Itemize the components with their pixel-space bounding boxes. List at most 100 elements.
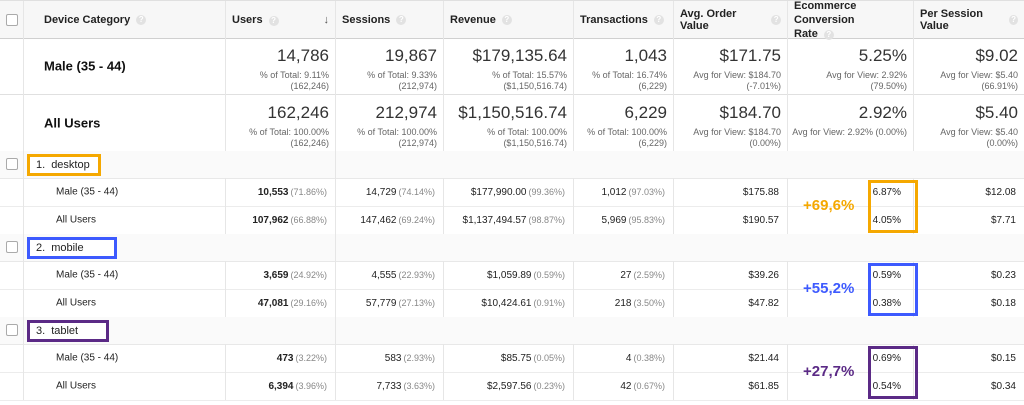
segment-revenue-cell: $179,135.64 % of Total: 15.57% ($1,150,5… xyxy=(444,37,574,94)
header-device-category[interactable]: Device Category ? xyxy=(24,1,226,38)
aov-cell: $175.88 xyxy=(674,178,788,206)
table-row: All Users 6,394 (3.96%) 7,733 (3.63%) $2,597.… xyxy=(0,372,1024,401)
help-icon[interactable]: ? xyxy=(268,15,279,26)
empty-cell xyxy=(0,94,24,151)
aov-value: $190.57 xyxy=(742,214,779,226)
group-label-cell: 1. desktop xyxy=(24,151,336,178)
segment-users-value: 14,786 xyxy=(277,46,329,65)
revenue-cell: $177,990.00 (99.36%) xyxy=(444,178,574,206)
device-group-label[interactable]: 3. tablet xyxy=(27,320,109,342)
segment-revenue-sub: % of Total: 15.57% xyxy=(492,70,567,80)
header-per-session-value[interactable]: Per Session Value? xyxy=(914,1,1024,38)
help-icon[interactable]: ? xyxy=(1009,14,1018,25)
header-revenue[interactable]: Revenue? xyxy=(444,1,574,38)
segment-aov-sub: Avg for View: $184.70 xyxy=(693,127,781,137)
aov-cell: $190.57 xyxy=(674,206,788,234)
segment-revenue-value: $1,150,516.74 xyxy=(458,103,567,122)
header-select-cell xyxy=(0,1,24,38)
revenue-cell: $1,137,494.57 (98.87%) xyxy=(444,206,574,234)
transactions-cell: 5,969 (95.83%) xyxy=(574,206,674,234)
row-label: Male (35 - 44) xyxy=(56,186,119,198)
help-icon[interactable]: ? xyxy=(771,14,781,25)
transactions-cell: 42 (0.67%) xyxy=(574,372,674,400)
row-checkbox[interactable] xyxy=(6,241,18,253)
users-cell: 3,659 (24.92%) xyxy=(226,261,336,289)
users-cell: 107,962 (66.88%) xyxy=(226,206,336,234)
empty-cell xyxy=(0,37,24,94)
psv-value: $0.18 xyxy=(990,297,1016,309)
conversion-rate-highlight xyxy=(868,346,918,399)
table-header: Device Category ? Users? ↓ Sessions? Rev… xyxy=(0,0,1024,40)
segment-transactions-cell: 1,043 % of Total: 16.74% (6,229) xyxy=(574,37,674,94)
aov-value: $61.85 xyxy=(748,380,779,392)
segment-users-sub2: (162,246) xyxy=(290,81,329,91)
segment-label: Male (35 - 44) xyxy=(44,58,126,73)
empty-cell xyxy=(0,344,24,372)
row-checkbox[interactable] xyxy=(6,324,18,336)
segment-transactions-cell: 6,229 % of Total: 100.00% (6,229) xyxy=(574,94,674,151)
header-users[interactable]: Users? ↓ xyxy=(226,1,336,38)
transactions-percent: (0.38%) xyxy=(633,353,665,363)
users-percent: (3.22%) xyxy=(295,353,327,363)
conversion-growth-label: +55,2% xyxy=(803,280,855,297)
select-all-checkbox[interactable] xyxy=(6,14,18,26)
header-transactions[interactable]: Transactions? xyxy=(574,1,674,38)
transactions-cell: 27 (2.59%) xyxy=(574,261,674,289)
sort-descending-icon[interactable]: ↓ xyxy=(323,13,330,26)
aov-cell: $47.82 xyxy=(674,289,788,317)
sessions-percent: (69.24%) xyxy=(398,215,435,225)
transactions-percent: (2.59%) xyxy=(633,270,665,280)
group-label-cell: 2. mobile xyxy=(24,234,336,261)
aov-cell: $61.85 xyxy=(674,372,788,400)
help-icon[interactable]: ? xyxy=(501,14,512,25)
ecr-value: 6.87% xyxy=(872,186,901,198)
header-users-label: Users xyxy=(232,13,263,26)
conversion-growth-label: +69,6% xyxy=(803,197,855,214)
header-ecr-label-line2: Rate xyxy=(794,27,818,40)
aov-cell: $39.26 xyxy=(674,261,788,289)
revenue-value: $2,597.56 xyxy=(486,380,532,392)
segment-transactions-value: 6,229 xyxy=(624,103,667,122)
aov-value: $39.26 xyxy=(748,269,779,281)
help-icon[interactable]: ? xyxy=(396,14,407,25)
segment-revenue-sub2: ($1,150,516.74) xyxy=(503,81,567,91)
revenue-cell: $2,597.56 (0.23%) xyxy=(444,372,574,400)
help-icon[interactable]: ? xyxy=(823,29,834,40)
row-label-cell: All Users xyxy=(24,206,226,234)
row-label: Male (35 - 44) xyxy=(56,352,119,364)
revenue-percent: (0.23%) xyxy=(533,381,565,391)
sessions-cell: 14,729 (74.14%) xyxy=(336,178,444,206)
transactions-value: 1,012 xyxy=(601,186,627,198)
row-label: All Users xyxy=(56,380,97,392)
segment-psv-sub2: (0.00%) xyxy=(986,138,1018,148)
group-name: desktop xyxy=(51,159,90,171)
device-group-label[interactable]: 2. mobile xyxy=(27,237,117,259)
segment-sessions-sub2: (212,974) xyxy=(398,81,437,91)
header-revenue-label: Revenue xyxy=(450,13,496,26)
header-ecommerce-conversion-rate[interactable]: Ecommerce Conversion Rate? xyxy=(788,0,914,40)
help-icon[interactable]: ? xyxy=(653,14,664,25)
sessions-value: 4,555 xyxy=(371,269,397,281)
revenue-percent: (0.05%) xyxy=(533,353,565,363)
help-icon[interactable]: ? xyxy=(136,14,147,25)
transactions-value: 27 xyxy=(620,269,632,281)
ecr-cell: 0.38% xyxy=(788,289,914,317)
segment-users-value: 162,246 xyxy=(267,103,329,122)
header-sessions[interactable]: Sessions? xyxy=(336,1,444,38)
segment-ecr-cell: 2.92% Avg for View: 2.92% (0.00%) xyxy=(788,94,914,151)
header-avg-order-value[interactable]: Avg. Order Value? xyxy=(674,1,788,38)
sessions-cell: 583 (2.93%) xyxy=(336,344,444,372)
device-group-label[interactable]: 1. desktop xyxy=(27,154,101,176)
psv-value: $12.08 xyxy=(985,186,1016,198)
sessions-value: 583 xyxy=(384,352,402,364)
psv-value: $7.71 xyxy=(990,214,1016,226)
transactions-cell: 4 (0.38%) xyxy=(574,344,674,372)
row-checkbox[interactable] xyxy=(6,158,18,170)
row-label-cell: Male (35 - 44) xyxy=(24,178,226,206)
header-avg-order-value-label: Avg. Order Value xyxy=(680,7,737,32)
segment-users-sub: % of Total: 9.11% xyxy=(259,70,329,80)
revenue-percent: (0.91%) xyxy=(533,298,565,308)
segment-revenue-value: $179,135.64 xyxy=(472,46,567,65)
segment-summary-row: All Users 162,246 % of Total: 100.00% (1… xyxy=(0,94,1024,152)
segment-summary-row: Male (35 - 44) 14,786 % of Total: 9.11% … xyxy=(0,37,1024,95)
